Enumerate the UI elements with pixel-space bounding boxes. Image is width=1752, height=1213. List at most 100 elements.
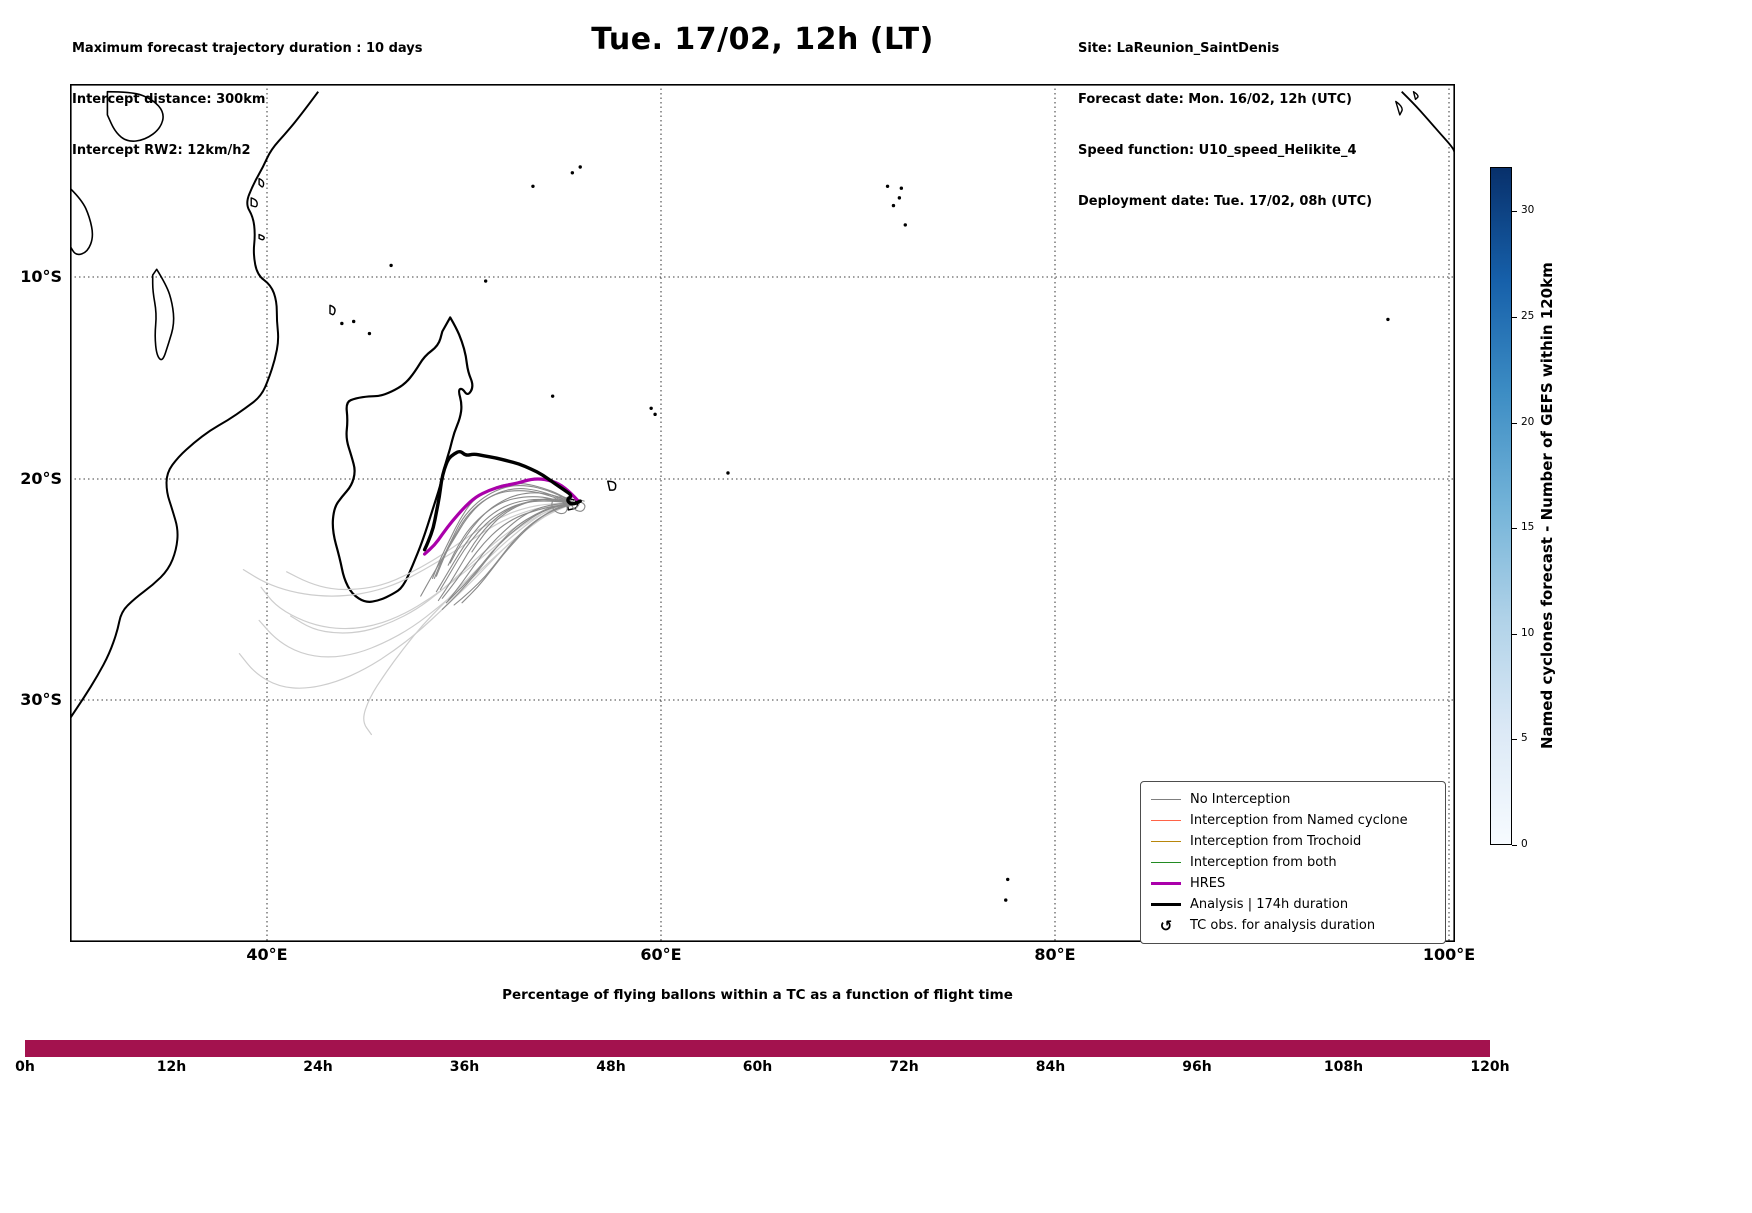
coastline bbox=[1395, 100, 1403, 116]
colorbar-tick bbox=[1512, 845, 1517, 846]
colorbar-tick bbox=[1512, 528, 1517, 530]
trajectory-map bbox=[70, 84, 1455, 942]
map-legend: No Interception Interception from Named c… bbox=[1140, 781, 1446, 944]
trajectory-no-interception bbox=[435, 498, 575, 593]
trajectory-light bbox=[258, 502, 575, 658]
tc-percentage-bar bbox=[25, 1040, 1490, 1057]
flight-time-tick-label: 0h bbox=[15, 1059, 35, 1075]
flight-time-tick-label: 72h bbox=[889, 1059, 919, 1075]
colorbar-tick-label: 15 bbox=[1521, 521, 1535, 534]
flight-time-tick-label: 84h bbox=[1035, 1059, 1066, 1075]
coastline bbox=[151, 268, 175, 361]
legend-line-sample bbox=[1151, 882, 1181, 885]
coastline bbox=[258, 177, 265, 188]
flight-time-tick-label: 36h bbox=[449, 1059, 480, 1075]
legend-item-label: Interception from Named cyclone bbox=[1190, 813, 1408, 828]
trajectory-no-interception bbox=[447, 502, 575, 602]
tc-obs-icon: ↺ bbox=[1159, 916, 1173, 935]
legend-item: ↺ TC obs. for analysis duration bbox=[1151, 915, 1435, 936]
trajectory-no-interception bbox=[571, 499, 586, 512]
legend-item: Analysis | 174h duration bbox=[1151, 894, 1435, 915]
bottom-chart-title: Percentage of flying ballons within a TC… bbox=[502, 987, 1013, 1003]
legend-item: Interception from Trochoid bbox=[1151, 831, 1435, 852]
x-tick-label: 80°E bbox=[1034, 945, 1076, 964]
speed-function-line: Speed function: U10_speed_Helikite_4 bbox=[1078, 143, 1357, 158]
flight-time-tick-label: 60h bbox=[742, 1059, 773, 1075]
y-tick-label: 10°S bbox=[20, 267, 62, 286]
coastline bbox=[331, 316, 474, 603]
trajectory-no-interception bbox=[431, 482, 575, 579]
y-tick-label: 20°S bbox=[20, 469, 62, 488]
site-line: Site: LaReunion_SaintDenis bbox=[1078, 41, 1280, 56]
flight-time-tick-label: 96h bbox=[1182, 1059, 1212, 1075]
trajectory-light bbox=[260, 502, 575, 630]
legend-item-label: TC obs. for analysis duration bbox=[1190, 918, 1376, 933]
legend-item: HRES bbox=[1151, 873, 1435, 894]
trajectory-light bbox=[363, 502, 575, 736]
legend-item: No Interception bbox=[1151, 789, 1435, 810]
trajectory-light bbox=[242, 502, 575, 597]
colorbar-tick-label: 20 bbox=[1521, 415, 1535, 428]
legend-item: Interception from Named cyclone bbox=[1151, 810, 1435, 831]
legend-item-label: Analysis | 174h duration bbox=[1190, 897, 1349, 912]
trajectory-no-interception bbox=[441, 502, 575, 599]
coastline bbox=[258, 233, 265, 241]
trajectory-no-interception bbox=[433, 485, 575, 579]
colorbar-tick bbox=[1512, 316, 1517, 318]
trajectory-no-interception bbox=[439, 500, 575, 591]
trajectory-no-interception bbox=[445, 502, 575, 604]
colorbar-tick-label: 10 bbox=[1521, 626, 1535, 639]
trajectory-analysis bbox=[422, 449, 582, 552]
max-duration-line: Maximum forecast trajectory duration : 1… bbox=[72, 41, 423, 56]
coastline bbox=[329, 304, 336, 316]
colorbar-tick bbox=[1512, 633, 1517, 635]
flight-time-tick-label: 12h bbox=[156, 1059, 187, 1075]
legend-item: Interception from both bbox=[1151, 852, 1435, 873]
legend-item-label: Interception from both bbox=[1190, 855, 1337, 870]
colorbar-tick bbox=[1512, 739, 1517, 741]
legend-line-sample bbox=[1151, 841, 1181, 842]
intercept-rw2-line: Intercept RW2: 12km/h2 bbox=[72, 143, 251, 158]
coastline bbox=[607, 480, 617, 491]
trajectory-no-interception bbox=[441, 502, 575, 610]
trajectory-light bbox=[286, 502, 575, 591]
legend-line-sample bbox=[1151, 799, 1181, 800]
colorbar-tick-label: 30 bbox=[1521, 204, 1535, 217]
trajectory-no-interception bbox=[420, 488, 575, 597]
flight-time-tick-label: 108h bbox=[1323, 1059, 1364, 1075]
coastline bbox=[1401, 91, 1455, 154]
forecast-date-line: Forecast date: Mon. 16/02, 12h (UTC) bbox=[1078, 92, 1353, 107]
deployment-date-line: Deployment date: Tue. 17/02, 08h (UTC) bbox=[1078, 194, 1373, 209]
flight-time-tick-label: 48h bbox=[596, 1059, 626, 1075]
flight-time-tick-label: 120h bbox=[1470, 1059, 1510, 1075]
coastline bbox=[70, 91, 320, 719]
legend-line-sample bbox=[1151, 903, 1181, 906]
legend-item-label: Interception from Trochoid bbox=[1190, 834, 1362, 849]
colorbar-tick-label: 25 bbox=[1521, 309, 1535, 322]
legend-item-label: HRES bbox=[1190, 876, 1226, 891]
y-tick-label: 30°S bbox=[20, 690, 62, 709]
coastline bbox=[70, 187, 94, 256]
site-info-block: Site: LaReunion_SaintDenis Forecast date… bbox=[1078, 6, 1372, 244]
legend-line-sample bbox=[1151, 862, 1181, 863]
x-tick-label: 100°E bbox=[1422, 945, 1476, 964]
legend-item-label: No Interception bbox=[1190, 792, 1291, 807]
trajectory-no-interception bbox=[461, 502, 575, 604]
forecast-settings-block: Maximum forecast trajectory duration : 1… bbox=[72, 6, 423, 193]
coastline bbox=[250, 197, 258, 208]
x-tick-label: 40°E bbox=[246, 945, 288, 964]
gefs-colorbar bbox=[1490, 167, 1512, 845]
intercept-distance-line: Intercept distance: 300km bbox=[72, 92, 266, 107]
x-tick-label: 60°E bbox=[640, 945, 682, 964]
colorbar-tick-label: 5 bbox=[1521, 732, 1528, 745]
coastline bbox=[1412, 91, 1419, 101]
colorbar-label: Named cyclones forecast - Number of GEFS… bbox=[1538, 262, 1556, 750]
coastline bbox=[106, 90, 164, 142]
colorbar-tick-label: 0 bbox=[1521, 838, 1528, 850]
flight-time-tick-label: 24h bbox=[303, 1059, 333, 1075]
legend-line-sample bbox=[1151, 820, 1181, 821]
trajectory-map-panel bbox=[70, 84, 1455, 942]
figure-title: Tue. 17/02, 12h (LT) bbox=[591, 22, 934, 57]
colorbar-tick bbox=[1512, 422, 1517, 424]
